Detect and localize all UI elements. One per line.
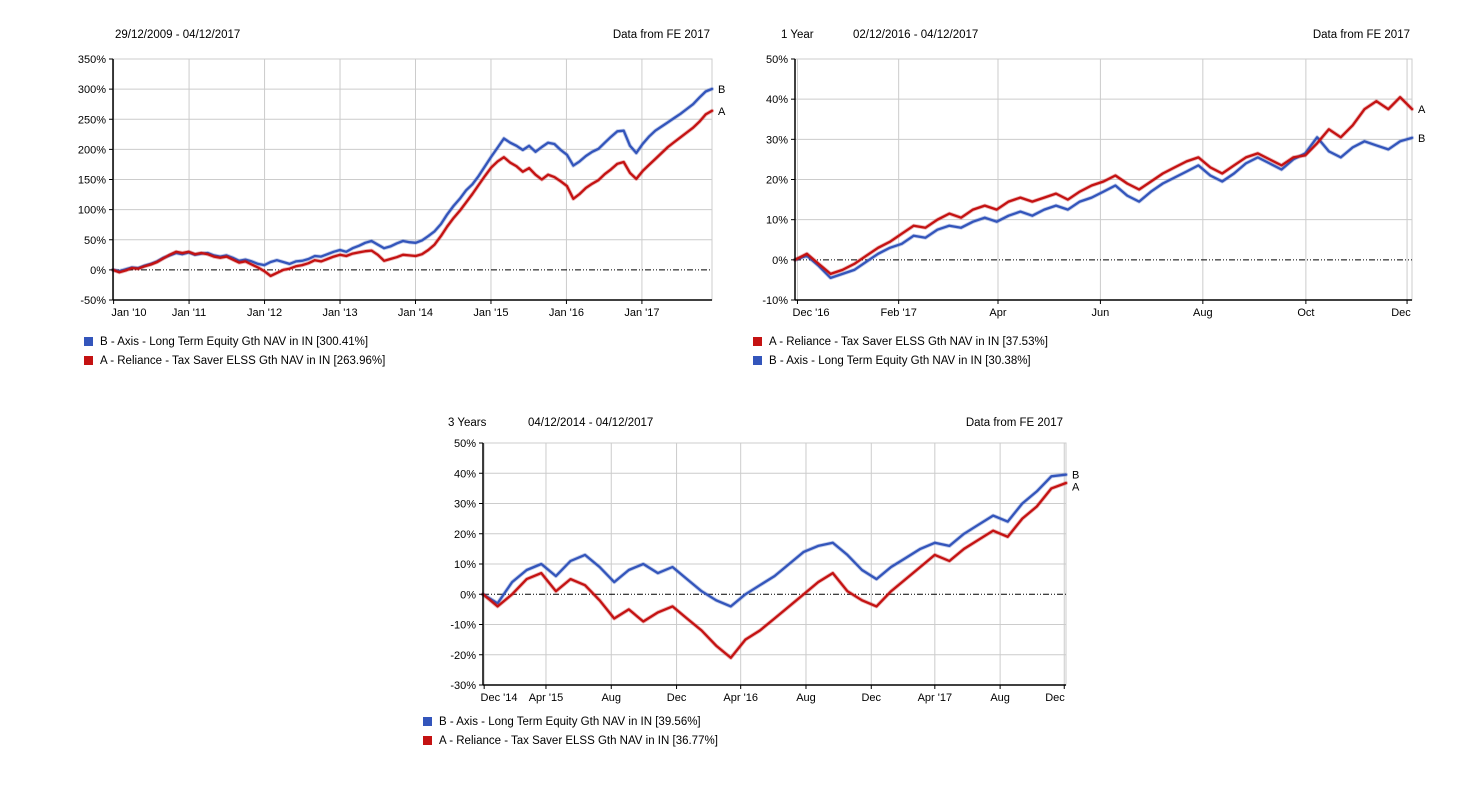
legend-label: A - Reliance - Tax Saver ELSS Gth NAV in…	[439, 734, 718, 747]
x-tick-label: Apr	[989, 307, 1006, 319]
y-tick-label: 50%	[84, 235, 106, 247]
series-line-b	[481, 473, 1068, 608]
x-tick-label: Apr '15	[529, 692, 564, 704]
x-tick-label: Oct	[1297, 307, 1314, 319]
x-tick-label: Dec	[667, 692, 687, 704]
y-tick-label: 150%	[78, 175, 106, 187]
x-tick-label: Dec '14	[481, 692, 518, 704]
y-tick-label: -10%	[450, 620, 476, 632]
chart3-data-source: Data from FE 2017	[965, 417, 1063, 429]
series-end-label-a: A	[1418, 104, 1426, 116]
legend-swatch-blue	[84, 337, 93, 346]
legend-swatch-red	[423, 736, 432, 745]
x-tick-label: Aug	[796, 692, 816, 704]
y-tick-label: 50%	[454, 438, 476, 450]
y-tick-label: 30%	[454, 499, 476, 511]
legend-item: A - Reliance - Tax Saver ELSS Gth NAV in…	[423, 731, 718, 750]
y-tick-label: -30%	[450, 680, 476, 692]
y-tick-label: 30%	[766, 134, 788, 146]
y-tick-label: 20%	[766, 175, 788, 187]
y-tick-label: 300%	[78, 84, 106, 96]
y-tick-label: 40%	[766, 94, 788, 106]
x-tick-label: Dec '16	[793, 307, 830, 319]
series-end-label-b: B	[1072, 470, 1079, 482]
x-tick-label: Jan '11	[172, 307, 206, 319]
x-tick-label: Feb '17	[880, 307, 916, 319]
y-tick-label: 200%	[78, 144, 106, 156]
legend-item: B - Axis - Long Term Equity Gth NAV in I…	[84, 332, 385, 351]
x-tick-label: Aug	[601, 692, 621, 704]
legend-label: B - Axis - Long Term Equity Gth NAV in I…	[100, 335, 369, 348]
series-line-a	[481, 481, 1068, 659]
legend-label: B - Axis - Long Term Equity Gth NAV in I…	[769, 354, 1031, 367]
x-tick-label: Jan '13	[322, 307, 357, 319]
y-tick-label: 350%	[78, 54, 106, 66]
y-tick-label: 40%	[454, 468, 476, 480]
x-tick-label: Aug	[1193, 307, 1213, 319]
chart2-data-source: Data from FE 2017	[1312, 29, 1410, 41]
x-tick-label: Apr '16	[723, 692, 758, 704]
legend-label: A - Reliance - Tax Saver ELSS Gth NAV in…	[100, 354, 386, 367]
x-tick-label: Dec	[1391, 307, 1411, 319]
series-line-halo	[481, 481, 1068, 660]
y-tick-label: 10%	[454, 559, 476, 571]
x-tick-label: Jan '16	[549, 307, 584, 319]
series-line-b	[793, 136, 1414, 280]
legend-swatch-blue	[423, 717, 432, 726]
chart1-legend: B - Axis - Long Term Equity Gth NAV in I…	[84, 332, 385, 370]
x-tick-label: Jun	[1092, 307, 1110, 319]
legend-label: B - Axis - Long Term Equity Gth NAV in I…	[439, 715, 701, 728]
legend-swatch-red	[753, 337, 762, 346]
x-tick-label: Apr '17	[918, 692, 953, 704]
y-tick-label: 0%	[90, 265, 106, 277]
series-line-halo	[793, 135, 1414, 280]
y-tick-label: -20%	[450, 650, 476, 662]
series-end-label-b: B	[718, 84, 725, 96]
x-tick-label: Jan '10	[111, 307, 146, 319]
series-end-label-a: A	[718, 106, 726, 118]
series-line-a	[111, 109, 714, 278]
legend-item: B - Axis - Long Term Equity Gth NAV in I…	[423, 712, 718, 731]
y-tick-label: 250%	[78, 114, 106, 126]
x-tick-label: Jan '12	[247, 307, 282, 319]
chart1-data-source: Data from FE 2017	[612, 29, 710, 41]
chart2-legend: A - Reliance - Tax Saver ELSS Gth NAV in…	[753, 332, 1048, 370]
x-tick-label: Aug	[990, 692, 1010, 704]
chart3-period-label: 3 Years	[448, 417, 487, 429]
x-tick-label: Jan '14	[398, 307, 433, 319]
series-line-a	[793, 96, 1414, 276]
legend-item: A - Reliance - Tax Saver ELSS Gth NAV in…	[753, 332, 1048, 351]
y-tick-label: 20%	[454, 529, 476, 541]
chart2-period-label: 1 Year	[781, 29, 814, 41]
y-tick-label: -10%	[762, 295, 788, 307]
y-tick-label: 10%	[766, 215, 788, 227]
series-end-label-b: B	[1418, 133, 1425, 145]
x-tick-label: Dec	[861, 692, 881, 704]
series-end-label-a: A	[1072, 482, 1080, 494]
series-line-halo	[111, 108, 714, 278]
chart3-date-range: 04/12/2014 - 04/12/2017	[528, 417, 654, 429]
x-tick-label: Jan '17	[624, 307, 659, 319]
chart2-date-range: 02/12/2016 - 04/12/2017	[853, 29, 979, 41]
chart3-legend: B - Axis - Long Term Equity Gth NAV in I…	[423, 712, 718, 750]
y-tick-label: -50%	[80, 295, 106, 307]
legend-swatch-blue	[753, 356, 762, 365]
y-tick-label: 0%	[772, 255, 788, 267]
legend-item: A - Reliance - Tax Saver ELSS Gth NAV in…	[84, 351, 385, 370]
legend-item: B - Axis - Long Term Equity Gth NAV in I…	[753, 351, 1048, 370]
y-tick-label: 100%	[78, 205, 106, 217]
legend-label: A - Reliance - Tax Saver ELSS Gth NAV in…	[769, 335, 1048, 348]
y-tick-label: 0%	[460, 589, 476, 601]
x-tick-label: Dec	[1045, 692, 1065, 704]
x-tick-label: Jan '15	[473, 307, 508, 319]
y-tick-label: 50%	[766, 54, 788, 66]
chart1-date-range: 29/12/2009 - 04/12/2017	[115, 29, 241, 41]
legend-swatch-red	[84, 356, 93, 365]
